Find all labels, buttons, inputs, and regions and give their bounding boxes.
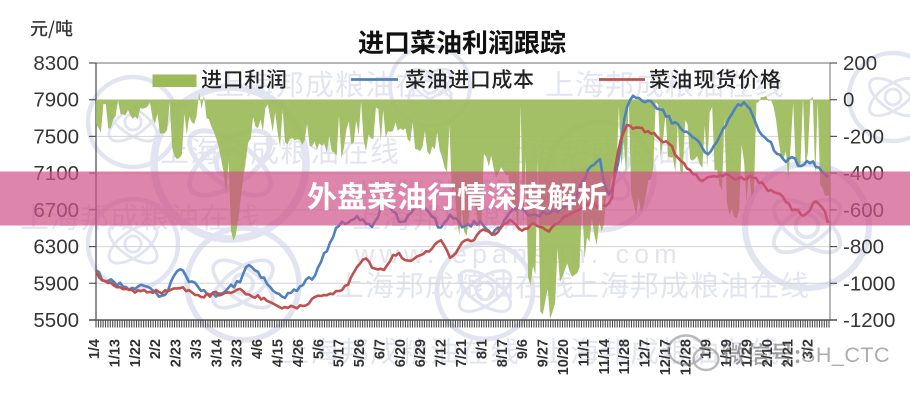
svg-text:1/22: 1/22 <box>128 339 144 367</box>
svg-text:-1000: -1000 <box>843 272 895 295</box>
svg-text:4/6: 4/6 <box>250 339 266 359</box>
svg-text:6300: 6300 <box>33 236 79 259</box>
svg-text:7500: 7500 <box>33 125 79 148</box>
svg-text:-1200: -1200 <box>843 309 895 332</box>
svg-text:5/6: 5/6 <box>311 339 327 359</box>
svg-text:2/10: 2/10 <box>760 339 776 367</box>
svg-text:1/13: 1/13 <box>107 339 123 367</box>
svg-text:www. epansun. com: www. epansun. com <box>354 239 682 269</box>
svg-text:11/14: 11/14 <box>597 339 613 375</box>
svg-text:2/23: 2/23 <box>169 339 185 367</box>
svg-text:3/2: 3/2 <box>801 339 817 359</box>
svg-text:11/1: 11/1 <box>576 339 592 366</box>
svg-text:6/20: 6/20 <box>393 339 409 367</box>
svg-text:12/7: 12/7 <box>638 339 654 367</box>
svg-text:6/29: 6/29 <box>413 339 429 367</box>
svg-text:SH_CTC: SH_CTC <box>801 343 890 367</box>
svg-text:5500: 5500 <box>33 309 79 332</box>
svg-text:8/17: 8/17 <box>495 339 511 367</box>
svg-text:-200: -200 <box>843 125 884 148</box>
svg-text:6/7: 6/7 <box>373 339 389 359</box>
svg-text:3/14: 3/14 <box>209 339 225 367</box>
svg-text:7900: 7900 <box>33 89 79 112</box>
svg-text:3/3: 3/3 <box>189 339 205 359</box>
svg-text:8/1: 8/1 <box>474 339 490 359</box>
svg-text:-800: -800 <box>843 236 884 259</box>
svg-text:7/21: 7/21 <box>454 339 470 367</box>
svg-text:3/23: 3/23 <box>230 339 246 367</box>
svg-text:1/4: 1/4 <box>87 339 103 359</box>
svg-text:11/28: 11/28 <box>617 339 633 375</box>
svg-text:200: 200 <box>843 52 877 75</box>
svg-text:5900: 5900 <box>33 272 79 295</box>
svg-text:9/27: 9/27 <box>536 339 552 367</box>
svg-text:12/28: 12/28 <box>678 339 694 375</box>
svg-text:8300: 8300 <box>33 52 79 75</box>
svg-text:2/2: 2/2 <box>148 339 164 359</box>
svg-text:9/6: 9/6 <box>515 339 531 359</box>
svg-text:4/26: 4/26 <box>291 339 307 367</box>
svg-text:5/17: 5/17 <box>332 339 348 367</box>
svg-text:7/12: 7/12 <box>434 339 450 367</box>
svg-text:10/20: 10/20 <box>556 339 572 375</box>
svg-text:5/26: 5/26 <box>352 339 368 367</box>
svg-text:0: 0 <box>843 89 854 112</box>
svg-text:4/15: 4/15 <box>271 339 287 367</box>
svg-text:12/17: 12/17 <box>658 339 674 375</box>
